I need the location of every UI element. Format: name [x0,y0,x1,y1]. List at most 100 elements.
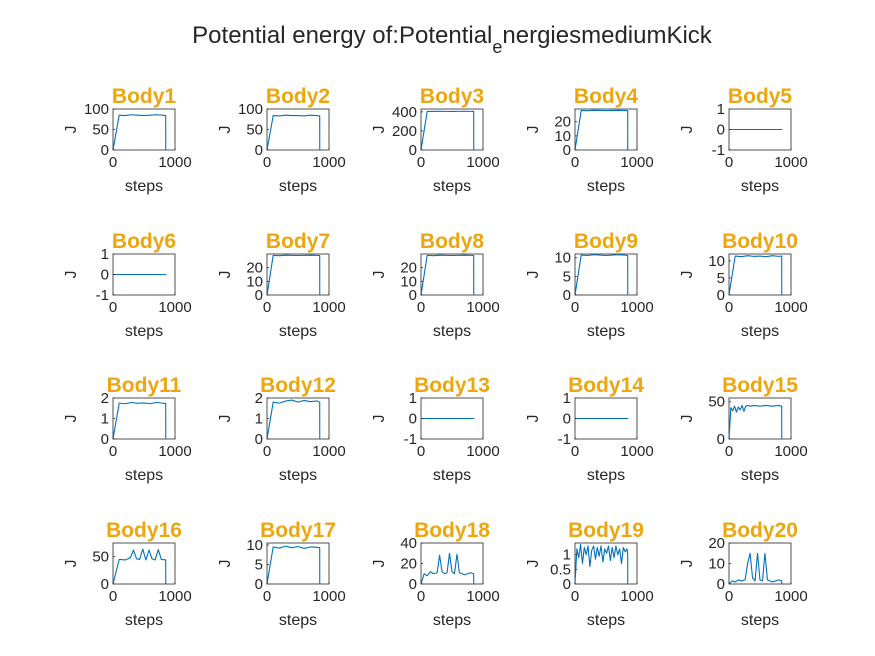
x-tick-label: 1000 [620,443,653,460]
axes-box [266,253,330,296]
x-tick-label: 1000 [312,154,345,171]
y-tick-label: 0 [255,576,263,593]
x-axis-label: steps [587,178,625,195]
panel-title: Body8 [420,230,485,253]
series-line [420,552,475,585]
y-axis-label: J [217,126,234,134]
x-tick-label: 1000 [312,588,345,605]
y-tick-label: 50 [92,549,109,566]
x-tick-label: 1000 [466,299,499,316]
figure-title-main: Potential energy of:Potential [192,22,492,49]
x-axis-label: steps [433,178,471,195]
axes-box [728,397,792,440]
x-axis-label: steps [741,612,779,629]
x-tick-label: 0 [571,154,579,171]
y-tick-label: 10 [708,253,725,270]
x-axis-label: steps [279,612,317,629]
figure-title-tail: nergiesmediumKick [502,22,712,49]
y-tick-label: 0 [563,411,571,428]
y-axis-label: J [525,126,542,134]
x-tick-label: 1000 [466,443,499,460]
panel-title: Body15 [722,374,798,397]
y-tick-label: 0 [563,576,571,593]
axes-box [112,542,176,585]
x-tick-label: 1000 [774,299,807,316]
x-axis-label: steps [125,323,163,340]
series-line [112,114,167,151]
y-axis-label: J [525,271,542,279]
y-axis-label: J [371,415,388,423]
panel-title: Body18 [414,519,490,542]
y-tick-label: 10 [400,273,417,290]
x-tick-label: 1000 [466,588,499,605]
series-line [266,114,321,151]
x-tick-label: 0 [263,588,271,605]
series-line [728,404,783,440]
y-tick-label: -1 [558,431,571,448]
series-line [574,254,629,296]
y-tick-label: 20 [708,535,725,552]
y-tick-label: 50 [246,122,263,139]
y-tick-label: 5 [563,268,571,285]
y-tick-label: 0 [101,431,109,448]
x-tick-label: 0 [725,588,733,605]
y-axis-label: J [371,271,388,279]
panel-title: Body17 [260,519,336,542]
x-tick-label: 0 [263,443,271,460]
panel-title: Body10 [722,230,798,253]
y-axis-label: J [63,271,80,279]
y-tick-label: -1 [712,142,725,159]
y-tick-label: 0 [255,287,263,304]
x-tick-label: 1000 [774,154,807,171]
y-tick-label: 50 [92,122,109,139]
y-tick-label: 0 [409,576,417,593]
x-axis-label: steps [587,323,625,340]
x-tick-label: 0 [417,588,425,605]
axes-box [728,253,792,296]
panel-title: Body2 [266,85,330,108]
y-tick-label: 20 [554,114,571,131]
x-tick-label: 0 [263,154,271,171]
x-tick-label: 0 [109,588,117,605]
y-tick-label: 0 [563,142,571,159]
y-tick-label: 1 [563,547,571,564]
x-axis-label: steps [433,612,471,629]
x-tick-label: 0 [571,299,579,316]
y-tick-label: 0 [409,142,417,159]
series-line [420,254,475,296]
panel-title: Body19 [568,519,644,542]
y-axis-label: J [217,271,234,279]
x-axis-label: steps [587,467,625,484]
panel-title: Body5 [728,85,793,108]
x-tick-label: 0 [109,154,117,171]
x-axis-label: steps [279,467,317,484]
panel-title: Body7 [266,230,330,253]
x-tick-label: 0 [417,443,425,460]
y-tick-label: 10 [246,537,263,554]
x-tick-label: 0 [571,588,579,605]
x-tick-label: 0 [263,299,271,316]
x-tick-label: 1000 [312,443,345,460]
y-axis-label: J [525,560,542,568]
panel-title: Body1 [112,85,177,108]
panel-title: Body14 [568,374,644,397]
y-tick-label: 0 [717,122,725,139]
y-tick-label: 0 [409,287,417,304]
x-tick-label: 1000 [774,443,807,460]
y-tick-label: 10 [246,273,263,290]
x-axis-label: steps [741,178,779,195]
